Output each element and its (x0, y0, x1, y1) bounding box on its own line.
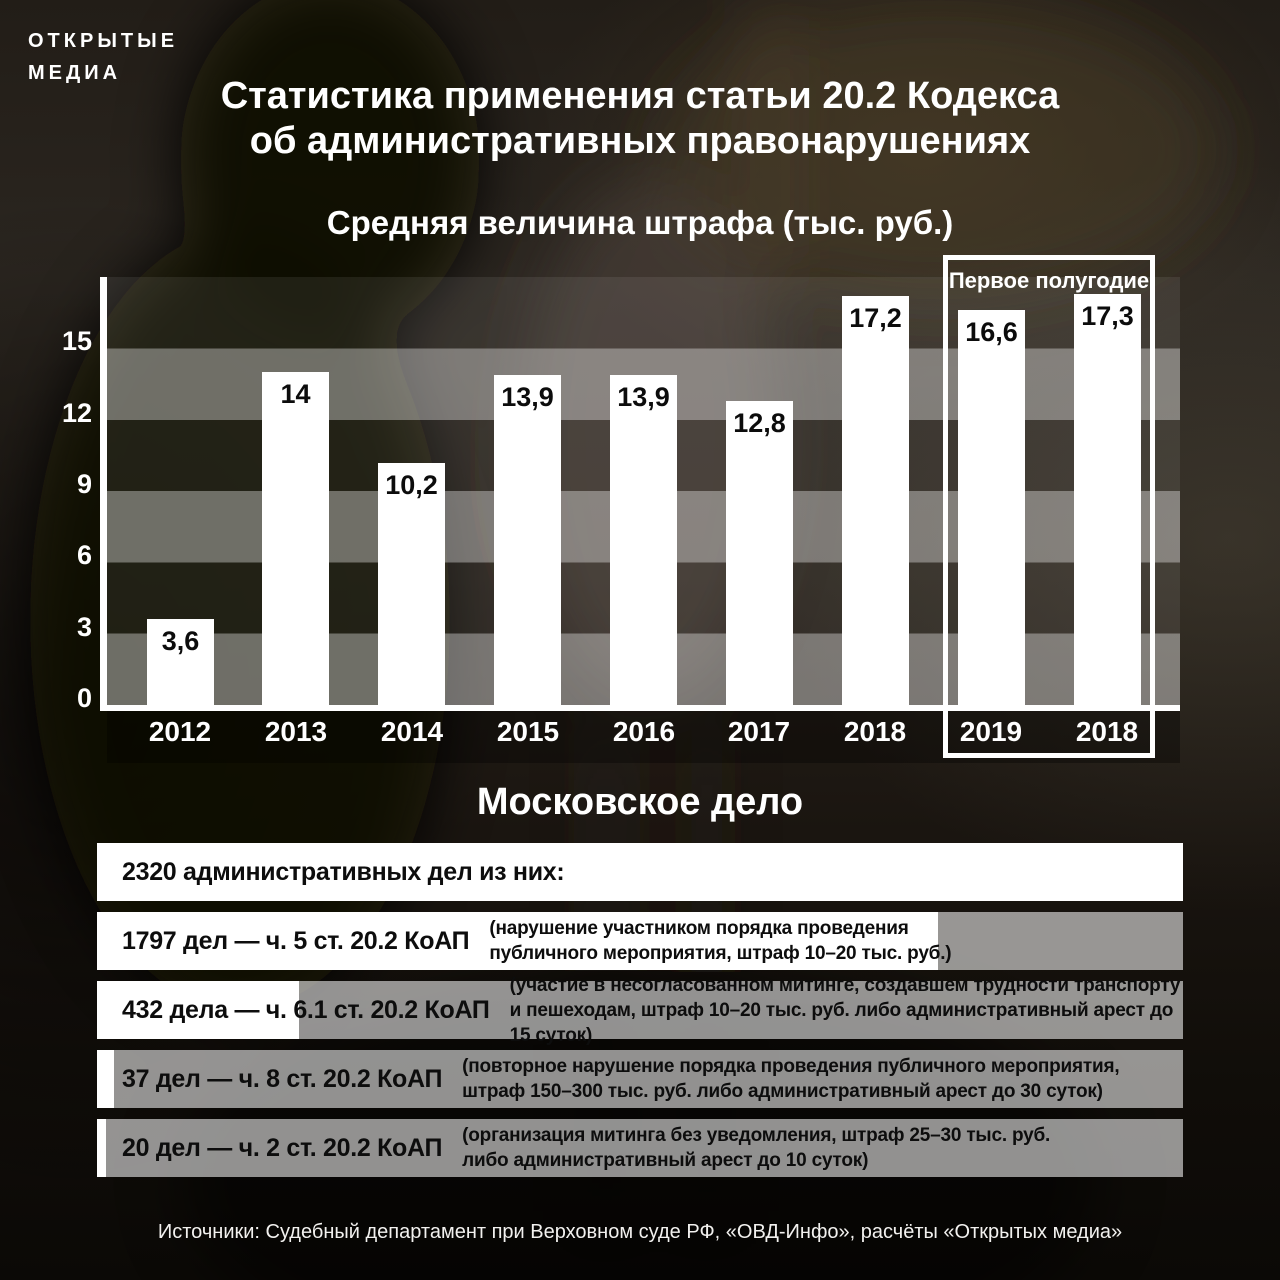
case-row-description: (нарушение участником порядка проведения… (489, 916, 951, 966)
case-row-content: 1797 дел — ч. 5 ст. 20.2 КоАП (нарушение … (97, 912, 1183, 970)
bar-value-label: 3,6 (161, 626, 200, 656)
case-row-content: 20 дел — ч. 2 ст. 20.2 КоАП (организация … (97, 1119, 1183, 1177)
case-row-description: (участие в несогласованном митинге, созд… (510, 973, 1183, 1048)
case-row-content: 2320 административных дел из них: (97, 843, 1183, 901)
case-row-bar-fill (97, 1119, 107, 1177)
case-row-description-line: (нарушение участником порядка проведения (489, 918, 909, 939)
bar-2016: 13,9 (610, 375, 677, 705)
statue-body-shape (30, 230, 450, 1010)
bar-value-label: 17,3 (1081, 301, 1134, 331)
case-row-20: 20 дел — ч. 2 ст. 20.2 КоАП (организация … (97, 1119, 1183, 1177)
y-tick-12: 12 (61, 398, 92, 428)
chart-title: Средняя величина штрафа (тыс. руб.) (326, 204, 954, 241)
bar-2019: 16,6 (958, 310, 1025, 705)
case-row-1797: 1797 дел — ч. 5 ст. 20.2 КоАП (нарушение … (97, 912, 1183, 970)
bar-chart-plot: 3,6 14 10,2 13,9 13,9 12,8 17,2 16,6 17,3 (107, 277, 1180, 705)
case-row-description: (повторное нарушение порядка проведения … (462, 1054, 1120, 1104)
case-row-label: 2320 административных дел из них: (122, 857, 565, 886)
bar-value-label: 17,2 (849, 303, 902, 333)
x-tick-2014-2: 2014 (380, 716, 444, 747)
brand-logo-line1: ОТКРЫТЫЕ (28, 30, 179, 52)
case-row-description-line: (участие в несогласованном митинге, созд… (509, 974, 1181, 996)
x-axis-line (100, 705, 1180, 711)
case-row-bar-fill (97, 1050, 115, 1108)
y-tick-9: 9 (76, 469, 92, 499)
case-row-description-line: и пешеходам, штраф 10–20 тыс. руб. либо … (509, 999, 1174, 1046)
x-tick-2013-1: 2013 (264, 716, 328, 747)
case-row-description-line: либо административный арест до 10 суток) (462, 1150, 869, 1171)
x-tick-2019-7: 2019 (959, 716, 1023, 747)
bar-2012: 3,6 (147, 619, 214, 705)
case-row-description-line: штраф 150–300 тыс. руб. либо администрат… (462, 1081, 1103, 1102)
bar-value-label: 10,2 (385, 470, 438, 500)
warm-backdrop (660, 0, 1220, 300)
page-title: Статистика применения статьи 20.2 Кодекс… (0, 74, 1280, 164)
bar-value-label: 13,9 (501, 382, 554, 412)
page-title-line1: Статистика применения статьи 20.2 Кодекс… (220, 75, 1060, 117)
x-tick-2017-5: 2017 (727, 716, 791, 747)
x-tick-2015-3: 2015 (496, 716, 560, 747)
y-axis-line (100, 277, 107, 711)
brand-logo: ОТКРЫТЫЕ МЕДИА (28, 25, 178, 89)
bar-value-label: 13,9 (617, 382, 670, 412)
case-row-label: 20 дел — ч. 2 ст. 20.2 КоАП (122, 1133, 443, 1162)
x-tick-2018-6: 2018 (843, 716, 907, 747)
case-row-label: 37 дел — ч. 8 ст. 20.2 КоАП (122, 1064, 443, 1093)
bar-2013: 14 (262, 372, 329, 705)
sources-footer: Источники: Судебный департамент при Верх… (157, 1221, 1123, 1243)
bar-2014: 10,2 (378, 463, 445, 705)
y-tick-6: 6 (76, 540, 92, 570)
case-row-label: 432 дела — ч. 6.1 ст. 20.2 КоАП (122, 995, 490, 1024)
bar-2017: 12,8 (726, 401, 793, 705)
case-row-content: 37 дел — ч. 8 ст. 20.2 КоАП (повторное на… (97, 1050, 1183, 1108)
case-row-description-line: публичного мероприятия, штраф 10–20 тыс.… (489, 943, 952, 964)
case-row-bar-fill (97, 981, 300, 1039)
x-tick-2016-4: 2016 (612, 716, 676, 747)
y-tick-15: 15 (61, 326, 92, 356)
case-row-bar-fill (97, 843, 1183, 901)
moscow-case-rows: 2320 административных дел из них: 1797 де… (97, 843, 1183, 1188)
case-row-2320: 2320 административных дел из них: (97, 843, 1183, 901)
brand-logo-line2: МЕДИА (28, 62, 122, 84)
case-row-37: 37 дел — ч. 8 ст. 20.2 КоАП (повторное на… (97, 1050, 1183, 1108)
bar-value-label: 14 (280, 379, 311, 409)
case-row-label: 1797 дел — ч. 5 ст. 20.2 КоАП (122, 926, 470, 955)
page-title-line2: об административных правонарушениях (249, 120, 1031, 162)
x-tick-2012-0: 2012 (148, 716, 212, 747)
bar-value-label: 12,8 (733, 408, 786, 438)
bar-2018: 17,2 (842, 296, 909, 705)
bar-2015: 13,9 (494, 375, 561, 705)
case-row-description-line: (организация митинга без уведомления, шт… (462, 1125, 1051, 1146)
case-row-432: 432 дела — ч. 6.1 ст. 20.2 КоАП (участие … (97, 975, 1183, 1046)
case-row-description: (организация митинга без уведомления, шт… (462, 1123, 1050, 1173)
y-tick-3: 3 (76, 612, 92, 642)
bar-value-label: 16,6 (965, 317, 1018, 347)
y-tick-0: 0 (76, 683, 92, 713)
x-tick-2018-8: 2018 (1075, 716, 1139, 747)
case-row-bar-fill (97, 912, 939, 970)
case-row-description-line: (повторное нарушение порядка проведения … (462, 1056, 1120, 1077)
case-row-content: 432 дела — ч. 6.1 ст. 20.2 КоАП (участие … (97, 975, 1183, 1046)
moscow-case-heading: Московское дело (476, 781, 804, 823)
bar-2018: 17,3 (1074, 294, 1141, 705)
scale-chain-top (756, 0, 784, 290)
